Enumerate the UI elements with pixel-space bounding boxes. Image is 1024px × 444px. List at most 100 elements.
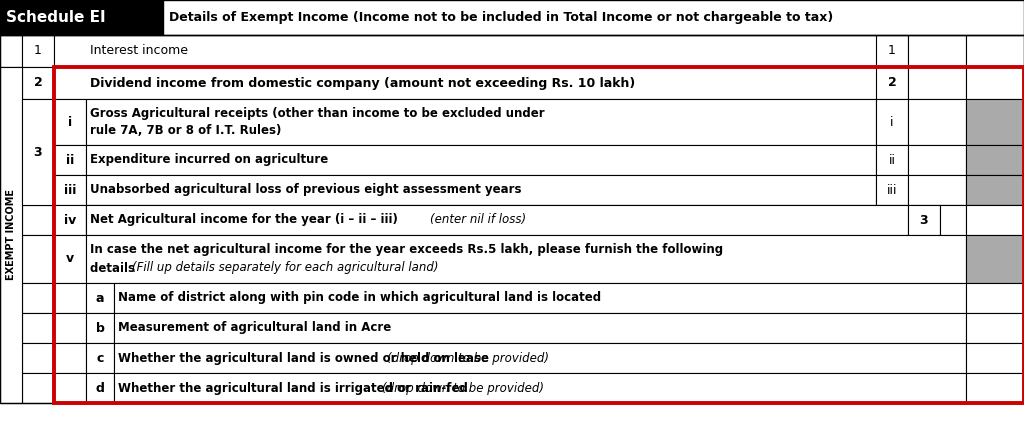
Bar <box>0 35 1024 403</box>
Bar <box>908 145 966 175</box>
Bar <box>54 175 86 205</box>
Bar <box>908 67 966 99</box>
Bar <box>86 205 908 235</box>
Text: 1: 1 <box>34 44 42 58</box>
Bar <box>966 313 1024 343</box>
Bar <box>114 373 966 403</box>
Bar <box>86 235 966 283</box>
Bar <box>86 343 114 373</box>
Bar <box>114 343 966 373</box>
Text: Name of district along with pin code in which agricultural land is located: Name of district along with pin code in … <box>118 292 601 305</box>
Bar <box>86 205 966 235</box>
Bar <box>54 235 86 283</box>
Bar <box>86 283 114 313</box>
Text: Schedule EI: Schedule EI <box>6 10 105 25</box>
Bar <box>908 205 940 235</box>
Text: (enter nil if loss): (enter nil if loss) <box>430 214 526 226</box>
Text: (drop down to be provided): (drop down to be provided) <box>382 381 544 395</box>
Bar <box>940 205 966 235</box>
Bar <box>966 67 1024 99</box>
Text: Whether the agricultural land is irrigated or rain-fed: Whether the agricultural land is irrigat… <box>118 381 472 395</box>
Bar <box>22 313 54 343</box>
Bar <box>54 67 1024 403</box>
Text: i: i <box>890 115 894 128</box>
Bar <box>966 99 1024 145</box>
Text: Interest income: Interest income <box>90 44 188 58</box>
Bar <box>22 235 54 283</box>
Bar <box>876 145 908 175</box>
Text: Gross Agricultural receipts (other than income to be excluded under: Gross Agricultural receipts (other than … <box>90 107 545 119</box>
Bar <box>908 35 966 67</box>
Text: 3: 3 <box>34 146 42 159</box>
Bar <box>966 235 1024 283</box>
Text: a: a <box>96 292 104 305</box>
Text: 2: 2 <box>888 76 896 90</box>
Bar <box>0 67 22 403</box>
Bar <box>966 35 1024 67</box>
Text: 3: 3 <box>920 214 929 226</box>
Bar <box>0 67 22 99</box>
Text: Measurement of agricultural land in Acre: Measurement of agricultural land in Acre <box>118 321 391 334</box>
Bar <box>876 99 908 145</box>
Bar <box>54 205 86 235</box>
Text: d: d <box>95 381 104 395</box>
Bar <box>54 373 86 403</box>
Text: details: details <box>90 262 139 274</box>
Text: v: v <box>66 253 74 266</box>
Bar <box>966 205 1024 235</box>
Bar <box>876 35 908 67</box>
Bar <box>86 373 114 403</box>
Text: In case the net agricultural income for the year exceeds Rs.5 lakh, please furni: In case the net agricultural income for … <box>90 242 723 255</box>
Bar <box>908 175 966 205</box>
Text: 1: 1 <box>888 44 896 58</box>
Text: Unabsorbed agricultural loss of previous eight assessment years: Unabsorbed agricultural loss of previous… <box>90 183 521 197</box>
Bar <box>86 313 114 343</box>
Text: Expenditure incurred on agriculture: Expenditure incurred on agriculture <box>90 154 329 166</box>
Text: Details of Exempt Income (Income not to be included in Total Income or not charg: Details of Exempt Income (Income not to … <box>169 11 834 24</box>
Bar <box>908 99 966 145</box>
Bar <box>54 145 86 175</box>
Bar <box>54 313 86 343</box>
Bar <box>22 205 54 235</box>
Text: i: i <box>68 115 72 128</box>
Bar <box>0 35 22 67</box>
Text: b: b <box>95 321 104 334</box>
Bar <box>54 67 1024 99</box>
Text: iii: iii <box>887 183 897 197</box>
Bar <box>114 313 966 343</box>
Text: Net Agricultural income for the year (i – ii – iii): Net Agricultural income for the year (i … <box>90 214 402 226</box>
Bar <box>966 283 1024 313</box>
Bar <box>966 175 1024 205</box>
Bar <box>22 373 54 403</box>
Bar <box>0 0 163 35</box>
Text: ii: ii <box>889 154 896 166</box>
Bar <box>54 283 86 313</box>
Bar <box>876 67 908 99</box>
Bar <box>22 35 54 67</box>
Bar <box>966 205 1024 235</box>
Bar <box>86 145 876 175</box>
Bar <box>54 35 1024 67</box>
Bar <box>54 343 86 373</box>
Bar <box>966 343 1024 373</box>
Text: c: c <box>96 352 103 365</box>
Text: rule 7A, 7B or 8 of I.T. Rules): rule 7A, 7B or 8 of I.T. Rules) <box>90 124 282 138</box>
Text: (Fill up details separately for each agricultural land): (Fill up details separately for each agr… <box>132 262 438 274</box>
Bar <box>86 175 876 205</box>
Text: ii: ii <box>66 154 74 166</box>
Bar <box>114 283 966 313</box>
Text: iv: iv <box>63 214 76 226</box>
Text: 2: 2 <box>34 76 42 90</box>
Text: (drop down to be provided): (drop down to be provided) <box>387 352 549 365</box>
Text: iii: iii <box>63 183 76 197</box>
Bar <box>966 373 1024 403</box>
Bar <box>22 343 54 373</box>
Bar <box>22 99 54 205</box>
Bar <box>163 0 1024 35</box>
Bar <box>876 175 908 205</box>
Text: Whether the agricultural land is owned or held on lease: Whether the agricultural land is owned o… <box>118 352 494 365</box>
Bar <box>86 99 876 145</box>
Text: Dividend income from domestic company (amount not exceeding Rs. 10 lakh): Dividend income from domestic company (a… <box>90 76 635 90</box>
Bar <box>54 99 86 145</box>
Bar <box>966 145 1024 175</box>
